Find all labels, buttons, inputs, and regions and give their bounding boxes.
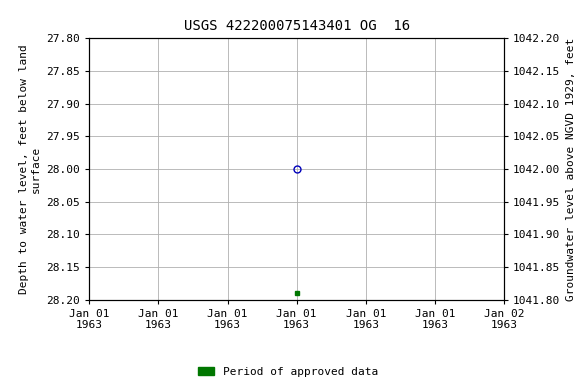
Y-axis label: Groundwater level above NGVD 1929, feet: Groundwater level above NGVD 1929, feet <box>566 37 576 301</box>
Legend: Period of approved data: Period of approved data <box>198 366 378 377</box>
Y-axis label: Depth to water level, feet below land
surface: Depth to water level, feet below land su… <box>20 44 41 294</box>
Title: USGS 422200075143401 OG  16: USGS 422200075143401 OG 16 <box>184 19 410 33</box>
